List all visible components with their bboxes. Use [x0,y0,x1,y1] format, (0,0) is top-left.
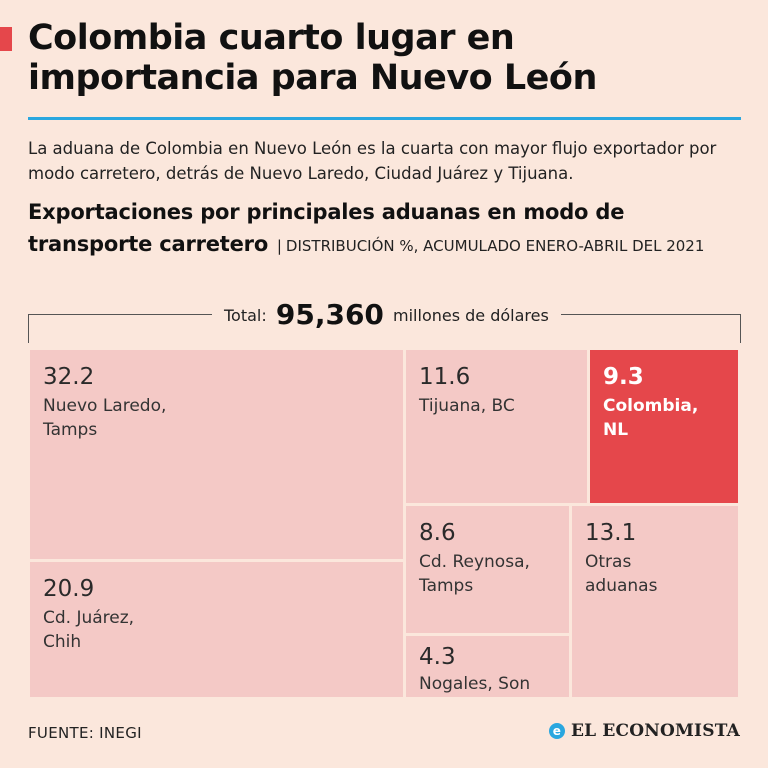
treemap-cell-value: 11.6 [419,364,471,390]
title-accent-bar [0,27,12,51]
treemap-cell-value: 13.1 [585,520,637,546]
source-note: FUENTE: INEGI [28,724,142,742]
treemap-cell-value: 4.3 [419,644,456,670]
total-label: Total: 95,360 millones de dólares [212,298,561,333]
chart-title: Exportaciones por principales aduanas en… [28,200,625,256]
treemap-cell: 20.9 Cd. Juárez, Chih [30,562,403,697]
treemap-cell-label: Cd. Juárez, Chih [43,608,135,652]
treemap-cell: 4.3 Nogales, Son [406,636,569,697]
treemap-cell: 32.2 Nuevo Laredo, Tamps [30,350,403,559]
treemap-cell-label: Colombia, NL [603,396,699,440]
treemap-cell-label: Nogales, Son [419,674,531,694]
treemap-cell: 8.6 Cd. Reynosa, Tamps [406,506,569,633]
treemap-cell-label: Tijuana, BC [419,396,515,416]
chart-title-suffix: DISTRIBUCIÓN %, ACUMULADO ENERO-ABRIL DE… [285,237,705,255]
treemap-cell-value: 32.2 [43,364,95,390]
treemap-cell-value: 9.3 [603,364,644,390]
e-logo-icon: e [548,723,565,739]
el-economista-logo: e EL ECONOMISTA [548,721,740,741]
treemap-cell-label: Otras aduanas [585,552,658,596]
treemap-cell-value: 20.9 [43,576,95,602]
subtitle: La aduana de Colombia en Nuevo León es l… [28,139,717,183]
total-value: 95,360 [275,298,384,331]
total-prefix: Total: [224,306,267,325]
logo-text: EL ECONOMISTA [570,721,740,741]
title-rule [28,117,741,120]
chart-title-separator: | [276,237,282,255]
treemap-cell-label: Cd. Reynosa, Tamps [419,552,530,596]
treemap-cell-value: 8.6 [419,520,456,546]
treemap-cell: 9.3 Colombia, NL [590,350,738,503]
treemap-cell: 13.1 Otras aduanas [572,506,738,697]
total-unit: millones de dólares [393,306,549,325]
chart-heading: Exportaciones por principales aduanas en… [28,197,748,261]
treemap-cell-label: Nuevo Laredo, Tamps [43,396,167,440]
treemap-cell: 11.6 Tijuana, BC [406,350,587,503]
page-title: Colombia cuarto lugar en importancia par… [28,18,597,98]
